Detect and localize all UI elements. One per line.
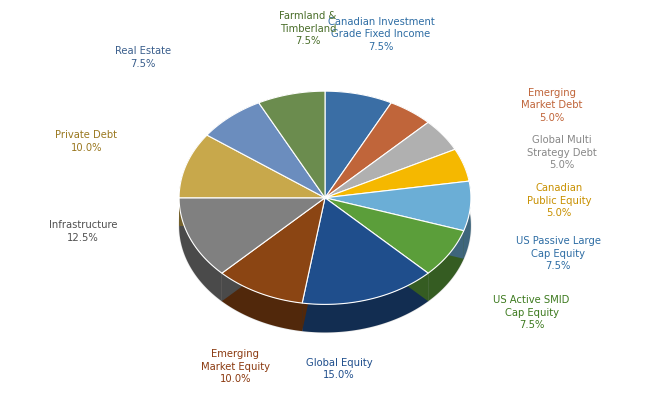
Polygon shape: [302, 198, 325, 331]
Polygon shape: [455, 149, 469, 209]
Polygon shape: [207, 103, 259, 163]
Polygon shape: [391, 103, 428, 150]
Polygon shape: [302, 198, 325, 331]
Polygon shape: [259, 103, 325, 226]
Text: Real Estate
7.5%: Real Estate 7.5%: [114, 46, 171, 69]
Polygon shape: [302, 198, 428, 304]
Polygon shape: [179, 198, 325, 273]
Polygon shape: [207, 135, 325, 226]
Polygon shape: [222, 198, 325, 303]
Polygon shape: [222, 198, 325, 301]
Polygon shape: [325, 103, 428, 198]
Polygon shape: [259, 103, 325, 226]
Polygon shape: [259, 91, 325, 131]
Polygon shape: [325, 181, 471, 231]
Polygon shape: [207, 135, 325, 226]
Text: Infrastructure
12.5%: Infrastructure 12.5%: [49, 220, 118, 242]
Text: Global Multi
Strategy Debt
5.0%: Global Multi Strategy Debt 5.0%: [527, 135, 597, 170]
Polygon shape: [222, 198, 325, 301]
Polygon shape: [325, 149, 469, 198]
Polygon shape: [325, 149, 455, 226]
Polygon shape: [179, 198, 222, 301]
Polygon shape: [325, 122, 455, 198]
Polygon shape: [325, 91, 391, 198]
Polygon shape: [325, 122, 428, 226]
Text: Canadian Investment
Grade Fixed Income
7.5%: Canadian Investment Grade Fixed Income 7…: [328, 17, 434, 52]
Text: US Passive Large
Cap Equity
7.5%: US Passive Large Cap Equity 7.5%: [516, 237, 601, 271]
Text: Emerging
Market Equity
10.0%: Emerging Market Equity 10.0%: [201, 349, 270, 384]
Polygon shape: [325, 149, 455, 226]
Polygon shape: [325, 198, 428, 301]
Polygon shape: [302, 273, 428, 332]
Polygon shape: [207, 103, 325, 198]
Text: US Active SMID
Cap Equity
7.5%: US Active SMID Cap Equity 7.5%: [493, 296, 569, 330]
Polygon shape: [325, 198, 428, 301]
Text: Private Debt
10.0%: Private Debt 10.0%: [55, 130, 118, 153]
Polygon shape: [325, 181, 469, 226]
Text: Farmland &
Timberland
7.5%: Farmland & Timberland 7.5%: [280, 11, 337, 46]
Text: Canadian
Public Equity
5.0%: Canadian Public Equity 5.0%: [527, 183, 592, 218]
Polygon shape: [428, 122, 455, 177]
Polygon shape: [222, 273, 302, 331]
Polygon shape: [463, 181, 471, 259]
Polygon shape: [325, 103, 391, 226]
Polygon shape: [179, 135, 325, 198]
Polygon shape: [179, 198, 325, 226]
Polygon shape: [179, 119, 471, 332]
Text: Global Equity
15.0%: Global Equity 15.0%: [306, 358, 372, 380]
Polygon shape: [325, 198, 463, 273]
Polygon shape: [179, 198, 325, 226]
Polygon shape: [259, 91, 325, 198]
Polygon shape: [325, 198, 463, 259]
Polygon shape: [325, 103, 391, 226]
Polygon shape: [325, 181, 469, 226]
Text: Emerging
Market Debt
5.0%: Emerging Market Debt 5.0%: [521, 88, 583, 122]
Polygon shape: [179, 135, 207, 226]
Polygon shape: [325, 91, 391, 131]
Polygon shape: [428, 231, 463, 301]
Polygon shape: [325, 198, 463, 259]
Polygon shape: [325, 122, 428, 226]
